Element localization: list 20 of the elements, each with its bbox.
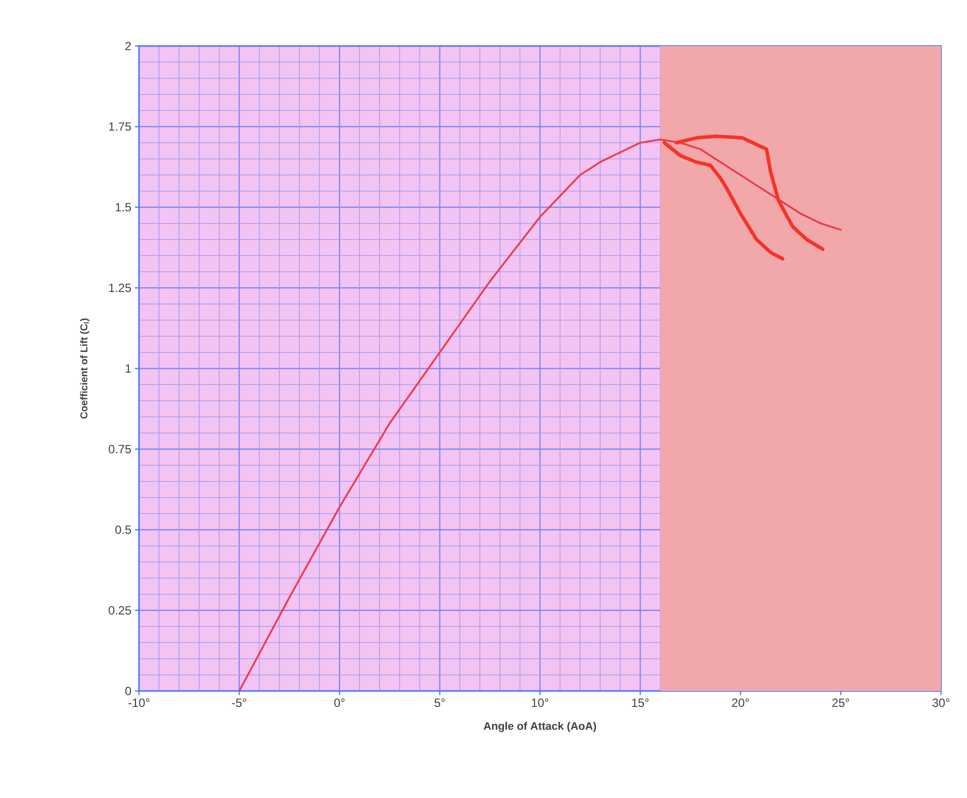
y-tick-label: 1.75	[109, 122, 131, 131]
y-tick-label: 0	[125, 686, 132, 696]
y-tick-label: 1.25	[109, 284, 131, 292]
x-tick-label: 25°	[832, 698, 850, 707]
y-tick-label: 1	[126, 364, 131, 373]
x-tick-label: 20°	[732, 698, 749, 707]
y-tick-label: 2	[125, 42, 131, 50]
x-tick-label: 15°	[632, 698, 649, 707]
x-tick-label: 0°	[334, 698, 344, 707]
y-tick-label: 0.25	[108, 606, 131, 615]
y-tick-label: 1.5	[116, 203, 131, 212]
x-tick-label: 10°	[532, 698, 548, 707]
x-tick-label: -5°	[232, 698, 246, 707]
y-tick-label: 0.75	[108, 444, 131, 454]
y-tick-label: 0.5	[115, 526, 131, 534]
x-tick-label: -10°	[128, 698, 150, 707]
x-tick-label: 5°	[434, 698, 445, 707]
y-axis-title: Coefficient of Lift (C$_{l}$)	[80, 318, 90, 419]
x-tick-label: 30°	[932, 698, 950, 707]
x-axis-title: Angle of Attack (AoA)	[484, 722, 596, 732]
